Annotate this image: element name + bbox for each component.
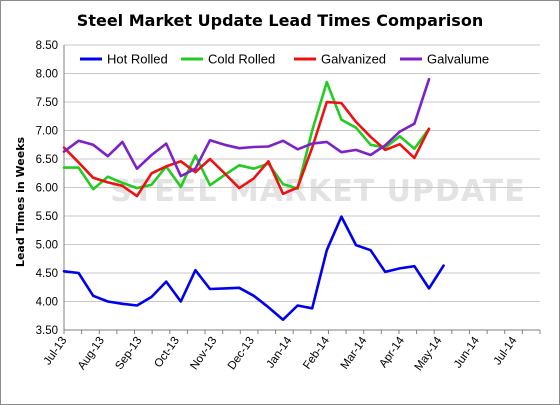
y-tick-labels: 3.50 4.00 4.50 5.00 5.50 6.00 6.50 7.00 7.50 8.00… <box>36 40 58 337</box>
legend-label: Galvanized <box>321 52 386 67</box>
y-tick-label: 5.50 <box>36 211 58 223</box>
y-tick-label: 8.00 <box>36 69 58 81</box>
y-tick-label: 4.50 <box>36 268 58 280</box>
y-axis-label: Lead Times in Weeks <box>14 136 27 267</box>
y-tick-label: 6.50 <box>36 154 58 166</box>
legend-label: Galvalume <box>427 52 489 67</box>
legend: Hot Rolled Cold Rolled Galvanized Galvalume <box>80 52 489 67</box>
y-tick-label: 7.50 <box>36 97 58 109</box>
series-line-cold-rolled <box>62 80 431 191</box>
series-lines <box>62 77 445 322</box>
y-tick-label: 6.00 <box>36 183 58 195</box>
y-tick-label: 3.50 <box>36 325 58 337</box>
y-tick-label: 8.50 <box>36 40 58 52</box>
axes <box>63 45 541 334</box>
series-line-galvalume <box>62 77 431 178</box>
series-line-hot-rolled <box>62 215 445 322</box>
y-tick-label: 7.00 <box>36 126 58 138</box>
watermark-text: STEEL MARKET UPDATE <box>110 174 526 209</box>
series-line-galvanized <box>62 100 431 198</box>
chart-title: Steel Market Update Lead Times Compariso… <box>77 11 483 30</box>
legend-label: Cold Rolled <box>208 52 275 67</box>
legend-label: Hot Rolled <box>107 52 168 67</box>
y-tick-label: 5.00 <box>36 240 58 252</box>
y-tick-label: 4.00 <box>36 297 58 309</box>
